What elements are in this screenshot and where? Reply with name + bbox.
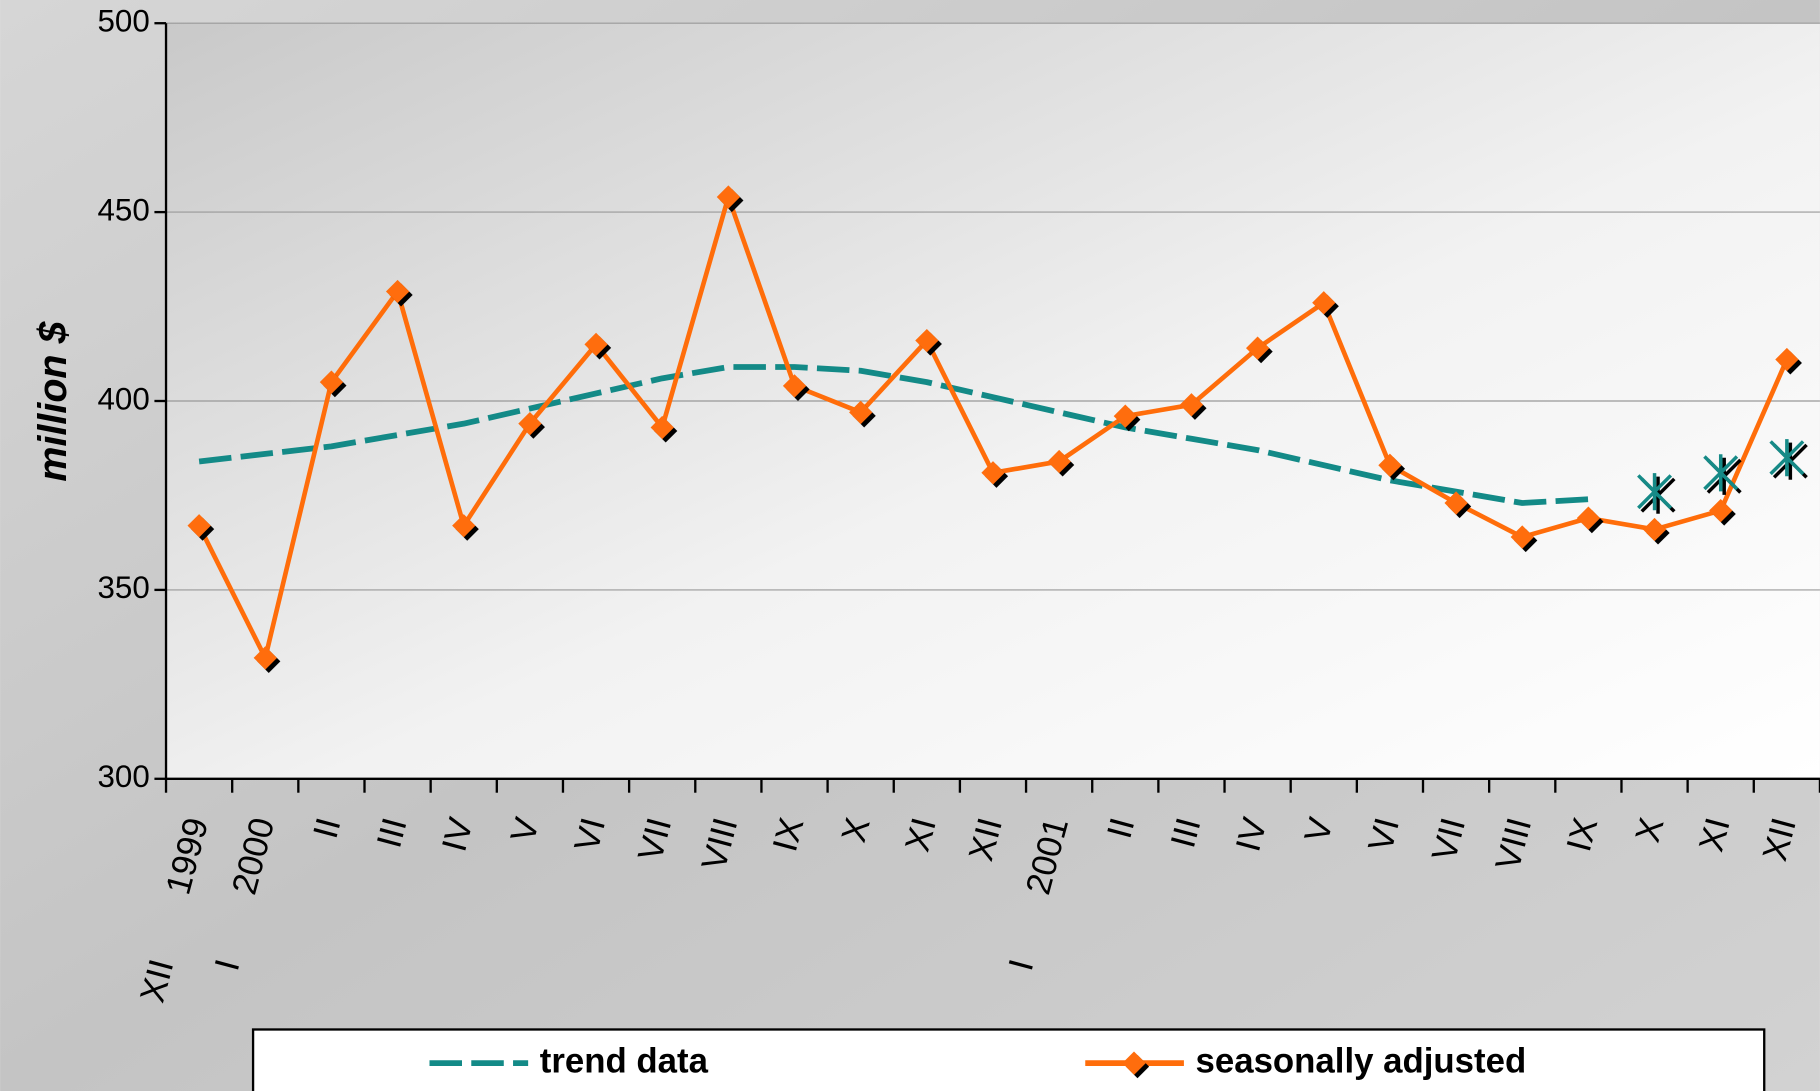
y-tick-label: 400 bbox=[98, 381, 150, 416]
y-tick-label: 500 bbox=[98, 3, 150, 38]
y-tick-label: 450 bbox=[98, 192, 150, 227]
y-tick-label: 300 bbox=[98, 759, 150, 794]
legend-label: trend data bbox=[540, 1041, 709, 1080]
y-axis-label: million $ bbox=[31, 321, 75, 482]
chart: million $ 3003504004505001999XII2000IIII… bbox=[0, 0, 1820, 1091]
y-tick-label: 350 bbox=[98, 570, 150, 605]
legend-label: seasonally adjusted bbox=[1196, 1041, 1527, 1080]
